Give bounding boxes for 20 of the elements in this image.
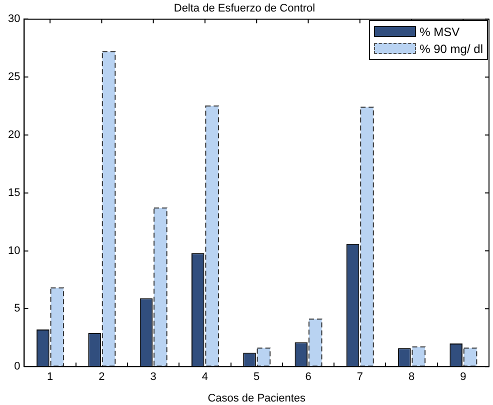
x-tick-label: 5 (254, 371, 260, 384)
x-tick-label: 8 (408, 371, 415, 384)
y-tick-label: 10 (8, 244, 20, 257)
x-tick-label: 3 (150, 371, 156, 384)
x-tick-label: 6 (305, 371, 312, 384)
y-tick-label: 25 (8, 71, 20, 84)
y-tick-label: 5 (14, 302, 20, 315)
x-tick-label: 7 (356, 371, 363, 384)
x-tick-label: 4 (202, 371, 208, 384)
legend-label: % 90 mg/ dl (420, 42, 483, 56)
x-tick-label: 1 (46, 371, 54, 384)
y-tick-label: 0 (14, 360, 20, 373)
y-tick-label: 15 (8, 186, 20, 199)
y-tick-label: 20 (8, 129, 20, 142)
x-tick-label: 9 (460, 371, 466, 384)
legend-label: % MSV (420, 24, 460, 39)
x-tick-label: 2 (98, 371, 105, 384)
chart-title: Delta de Esfuerzo de Control (174, 2, 316, 15)
x-axis-title: Casos de Pacientes (208, 392, 306, 404)
y-tick-label: 30 (8, 13, 20, 26)
